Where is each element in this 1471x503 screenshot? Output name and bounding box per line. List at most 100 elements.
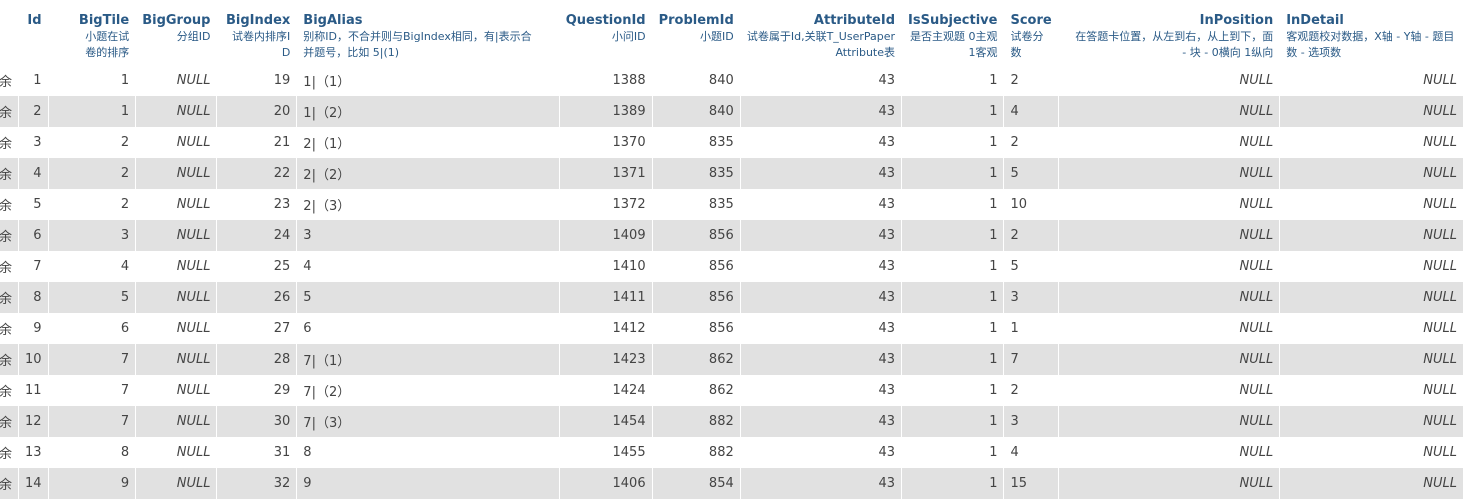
table-row[interactable]: 余 12 7 NULL 30 7|（3） 1454 882 43 1 3 NULL NULL bbox=[0, 406, 1464, 437]
table-row[interactable]: 余 4 2 NULL 22 2|（2） 1371 835 43 1 5 NULL NULL bbox=[0, 158, 1464, 189]
cell-issubjective[interactable]: 1 bbox=[901, 65, 1005, 96]
cell-id[interactable]: 9 bbox=[18, 313, 49, 344]
cell-issubjective[interactable]: 1 bbox=[901, 344, 1005, 375]
cell-issubjective[interactable]: 1 bbox=[901, 251, 1005, 282]
row-selector-cell[interactable]: 余 bbox=[0, 189, 20, 220]
column-header-indetail[interactable]: InDetail 客观题校对数据，X轴 - Y轴 - 题目数 - 选项数 bbox=[1279, 0, 1464, 65]
cell-problemid[interactable]: 856 bbox=[652, 251, 741, 282]
cell-biggroup[interactable]: NULL bbox=[135, 282, 218, 313]
cell-id[interactable]: 1 bbox=[18, 65, 49, 96]
row-selector-cell[interactable]: 余 bbox=[0, 437, 20, 468]
cell-biggroup[interactable]: NULL bbox=[135, 313, 218, 344]
table-row[interactable]: 余 8 5 NULL 26 5 1411 856 43 1 3 NULL NULL bbox=[0, 282, 1464, 313]
cell-issubjective[interactable]: 1 bbox=[901, 282, 1005, 313]
cell-inposition[interactable]: NULL bbox=[1058, 127, 1281, 158]
cell-indetail[interactable]: NULL bbox=[1279, 313, 1464, 344]
cell-questionid[interactable]: 1455 bbox=[559, 437, 653, 468]
cell-biggroup[interactable]: NULL bbox=[135, 251, 218, 282]
cell-biggroup[interactable]: NULL bbox=[135, 127, 218, 158]
cell-bigindex[interactable]: 22 bbox=[216, 158, 298, 189]
cell-score[interactable]: 2 bbox=[1003, 127, 1059, 158]
cell-bigalias[interactable]: 2|（2） bbox=[296, 158, 560, 189]
table-row[interactable]: 余 13 8 NULL 31 8 1455 882 43 1 4 NULL NULL bbox=[0, 437, 1464, 468]
cell-bigindex[interactable]: 23 bbox=[216, 189, 298, 220]
cell-problemid[interactable]: 856 bbox=[652, 282, 741, 313]
column-header-selector[interactable] bbox=[0, 0, 20, 65]
cell-bigalias[interactable]: 6 bbox=[296, 313, 560, 344]
cell-indetail[interactable]: NULL bbox=[1279, 65, 1464, 96]
cell-bigalias[interactable]: 2|（3） bbox=[296, 189, 560, 220]
cell-questionid[interactable]: 1371 bbox=[559, 158, 653, 189]
table-row[interactable]: 余 3 2 NULL 21 2|（1） 1370 835 43 1 2 NULL NULL bbox=[0, 127, 1464, 158]
cell-issubjective[interactable]: 1 bbox=[901, 96, 1005, 127]
cell-score[interactable]: 2 bbox=[1003, 65, 1059, 96]
cell-id[interactable]: 11 bbox=[18, 375, 49, 406]
row-selector-cell[interactable]: 余 bbox=[0, 65, 20, 96]
cell-biggroup[interactable]: NULL bbox=[135, 158, 218, 189]
cell-attributeid[interactable]: 43 bbox=[740, 251, 903, 282]
cell-bigtile[interactable]: 2 bbox=[48, 127, 137, 158]
cell-id[interactable]: 12 bbox=[18, 406, 49, 437]
cell-attributeid[interactable]: 43 bbox=[740, 158, 903, 189]
table-row[interactable]: 余 6 3 NULL 24 3 1409 856 43 1 2 NULL NULL bbox=[0, 220, 1464, 251]
cell-attributeid[interactable]: 43 bbox=[740, 127, 903, 158]
column-header-id[interactable]: Id bbox=[18, 0, 49, 65]
cell-bigindex[interactable]: 21 bbox=[216, 127, 298, 158]
cell-bigalias[interactable]: 8 bbox=[296, 437, 560, 468]
cell-issubjective[interactable]: 1 bbox=[901, 127, 1005, 158]
table-row[interactable]: 余 2 1 NULL 20 1|（2） 1389 840 43 1 4 NULL NULL bbox=[0, 96, 1464, 127]
cell-indetail[interactable]: NULL bbox=[1279, 375, 1464, 406]
cell-problemid[interactable]: 840 bbox=[652, 96, 741, 127]
table-row[interactable]: 余 11 7 NULL 29 7|（2） 1424 862 43 1 2 NULL NULL bbox=[0, 375, 1464, 406]
row-selector-cell[interactable]: 余 bbox=[0, 282, 20, 313]
cell-biggroup[interactable]: NULL bbox=[135, 189, 218, 220]
cell-bigindex[interactable]: 20 bbox=[216, 96, 298, 127]
row-selector-cell[interactable]: 余 bbox=[0, 127, 20, 158]
cell-inposition[interactable]: NULL bbox=[1058, 282, 1281, 313]
table-row[interactable]: 余 14 9 NULL 32 9 1406 854 43 1 15 NULL NULL bbox=[0, 468, 1464, 499]
cell-inposition[interactable]: NULL bbox=[1058, 375, 1281, 406]
cell-bigalias[interactable]: 1|（1） bbox=[296, 65, 560, 96]
cell-biggroup[interactable]: NULL bbox=[135, 220, 218, 251]
cell-indetail[interactable]: NULL bbox=[1279, 468, 1464, 499]
row-selector-cell[interactable]: 余 bbox=[0, 251, 20, 282]
cell-attributeid[interactable]: 43 bbox=[740, 406, 903, 437]
cell-attributeid[interactable]: 43 bbox=[740, 468, 903, 499]
cell-id[interactable]: 13 bbox=[18, 437, 49, 468]
row-selector-cell[interactable]: 余 bbox=[0, 468, 20, 499]
cell-attributeid[interactable]: 43 bbox=[740, 65, 903, 96]
table-row[interactable]: 余 10 7 NULL 28 7|（1） 1423 862 43 1 7 NULL NULL bbox=[0, 344, 1464, 375]
cell-problemid[interactable]: 835 bbox=[652, 127, 741, 158]
cell-score[interactable]: 2 bbox=[1003, 375, 1059, 406]
cell-bigalias[interactable]: 5 bbox=[296, 282, 560, 313]
cell-score[interactable]: 3 bbox=[1003, 406, 1059, 437]
cell-problemid[interactable]: 856 bbox=[652, 313, 741, 344]
row-selector-cell[interactable]: 余 bbox=[0, 96, 20, 127]
cell-issubjective[interactable]: 1 bbox=[901, 406, 1005, 437]
cell-problemid[interactable]: 856 bbox=[652, 220, 741, 251]
cell-bigtile[interactable]: 6 bbox=[48, 313, 137, 344]
cell-id[interactable]: 5 bbox=[18, 189, 49, 220]
cell-questionid[interactable]: 1410 bbox=[559, 251, 653, 282]
cell-bigindex[interactable]: 26 bbox=[216, 282, 298, 313]
cell-attributeid[interactable]: 43 bbox=[740, 437, 903, 468]
cell-issubjective[interactable]: 1 bbox=[901, 313, 1005, 344]
cell-inposition[interactable]: NULL bbox=[1058, 251, 1281, 282]
cell-attributeid[interactable]: 43 bbox=[740, 96, 903, 127]
cell-indetail[interactable]: NULL bbox=[1279, 127, 1464, 158]
cell-biggroup[interactable]: NULL bbox=[135, 65, 218, 96]
cell-id[interactable]: 8 bbox=[18, 282, 49, 313]
cell-indetail[interactable]: NULL bbox=[1279, 344, 1464, 375]
cell-biggroup[interactable]: NULL bbox=[135, 468, 218, 499]
cell-issubjective[interactable]: 1 bbox=[901, 189, 1005, 220]
cell-bigalias[interactable]: 7|（3） bbox=[296, 406, 560, 437]
cell-issubjective[interactable]: 1 bbox=[901, 220, 1005, 251]
cell-score[interactable]: 1 bbox=[1003, 313, 1059, 344]
cell-score[interactable]: 7 bbox=[1003, 344, 1059, 375]
cell-score[interactable]: 3 bbox=[1003, 282, 1059, 313]
cell-inposition[interactable]: NULL bbox=[1058, 313, 1281, 344]
cell-id[interactable]: 10 bbox=[18, 344, 49, 375]
cell-bigindex[interactable]: 24 bbox=[216, 220, 298, 251]
row-selector-cell[interactable]: 余 bbox=[0, 344, 20, 375]
cell-problemid[interactable]: 840 bbox=[652, 65, 741, 96]
